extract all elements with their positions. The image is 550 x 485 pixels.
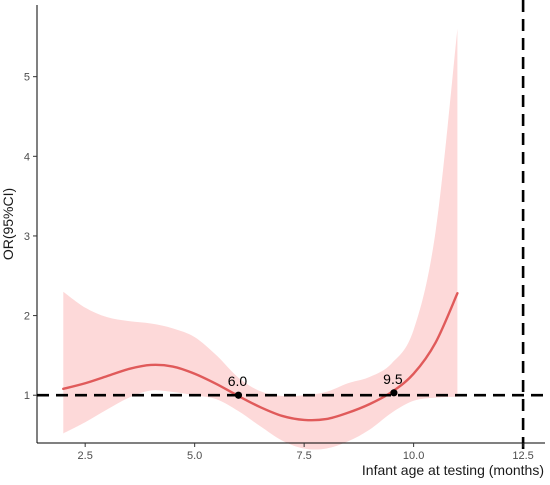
point-label: 6.0 <box>228 373 248 389</box>
y-tick-label: 4 <box>24 151 30 163</box>
x-tick-label: 10.0 <box>403 450 424 462</box>
y-tick-label: 2 <box>24 311 30 323</box>
y-axis-title: OR(95%CI) <box>0 188 16 260</box>
x-tick-label: 5.0 <box>187 450 202 462</box>
y-tick-label: 5 <box>24 72 30 84</box>
highlight-point <box>234 391 243 399</box>
x-axis-ticks: 2.5 5.0 7.5 10.0 12.5 <box>78 443 534 462</box>
plot-area <box>37 0 545 451</box>
highlight-point <box>390 389 398 397</box>
y-tick-label: 3 <box>24 231 30 243</box>
confidence-band <box>63 28 458 450</box>
y-axis-ticks: 1 2 3 4 5 <box>24 72 37 402</box>
y-tick-label: 1 <box>24 390 30 402</box>
point-label: 9.5 <box>383 371 403 387</box>
highlighted-points: 6.0 9.5 <box>228 371 403 399</box>
x-tick-label: 7.5 <box>296 450 311 462</box>
x-tick-label: 2.5 <box>78 450 93 462</box>
x-axis-title: Infant age at testing (months) <box>362 462 544 478</box>
x-tick-label: 12.5 <box>512 450 533 462</box>
